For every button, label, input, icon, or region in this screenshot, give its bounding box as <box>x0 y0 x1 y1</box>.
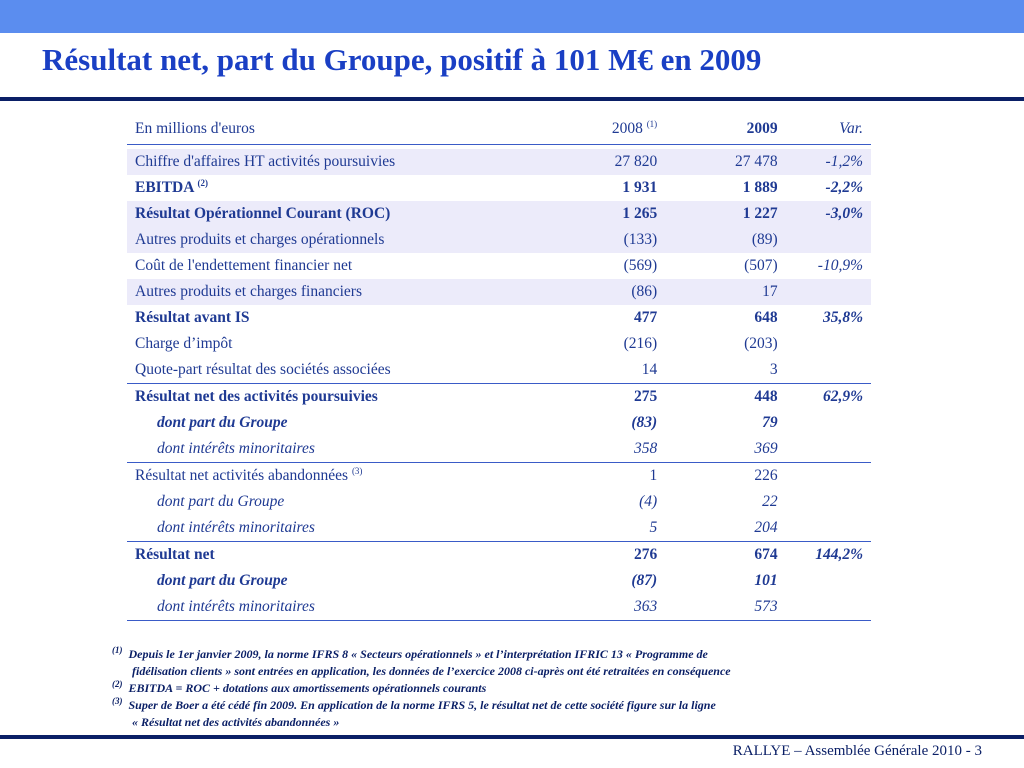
footer-divider <box>0 735 1024 739</box>
top-banner <box>0 0 1024 33</box>
footnote-2: (2) EBITDA = ROC + dotations aux amortis… <box>112 679 487 696</box>
title-divider <box>0 97 1024 101</box>
table-row: Autres produits et charges financiers (8… <box>127 279 871 305</box>
footnote-3: (3) Super de Boer a été cédé fin 2009. E… <box>112 696 716 713</box>
footnote-1-cont: fidélisation clients » sont entrées en a… <box>132 664 731 678</box>
table-row: dont part du Groupe (87) 101 <box>157 572 778 589</box>
table-row: Coût de l'endettement financier net (569… <box>135 257 863 274</box>
financial-table: En millions d'euros 2008 (1) 2009 Var. C… <box>127 114 871 621</box>
table-row: Chiffre d'affaires HT activités poursuiv… <box>127 149 871 175</box>
footnote-1: (1) Depuis le 1er janvier 2009, la norme… <box>112 645 708 662</box>
header-2008: 2008 (1) <box>611 118 658 137</box>
table-row: Résultat Opérationnel Courant (ROC) 1 26… <box>127 201 871 227</box>
table-row: Quote-part résultat des sociétés associé… <box>135 361 778 378</box>
table-row: dont intérêts minoritaires 363 573 <box>127 594 871 621</box>
table-row: EBITDA (2) 1 931 1 889 -2,2% <box>135 177 863 196</box>
page-title: Résultat net, part du Groupe, positif à … <box>42 42 762 77</box>
table-row: Résultat net 276 674 144,2% <box>127 541 871 568</box>
footnote-3-cont: « Résultat net des activités abandonnées… <box>132 715 340 729</box>
table-row: dont intérêts minoritaires 358 369 <box>157 440 778 457</box>
header-label: En millions d'euros <box>135 120 255 137</box>
footer-text: RALLYE – Assemblée Générale 2010 - 3 <box>732 743 982 759</box>
header-2009: 2009 <box>746 120 778 137</box>
table-header: En millions d'euros 2008 (1) 2009 Var. <box>127 114 871 145</box>
header-var: Var. <box>839 120 863 137</box>
table-row: Charge d’impôt (216) (203) <box>135 335 778 352</box>
header-divider <box>127 144 871 149</box>
table-row: Autres produits et charges opérationnels… <box>127 227 871 253</box>
table-row: dont part du Groupe (83) 79 <box>157 414 778 431</box>
table-row: Résultat net des activités poursuivies 2… <box>127 383 871 410</box>
table-row: dont intérêts minoritaires 5 204 <box>157 519 778 536</box>
table-row: Résultat net activités abandonnées (3) 1… <box>127 462 871 489</box>
footnotes: (1) Depuis le 1er janvier 2009, la norme… <box>112 646 912 731</box>
table-row: dont part du Groupe (4) 22 <box>157 493 778 510</box>
table-row: Résultat avant IS 477 648 35,8% <box>135 309 863 326</box>
